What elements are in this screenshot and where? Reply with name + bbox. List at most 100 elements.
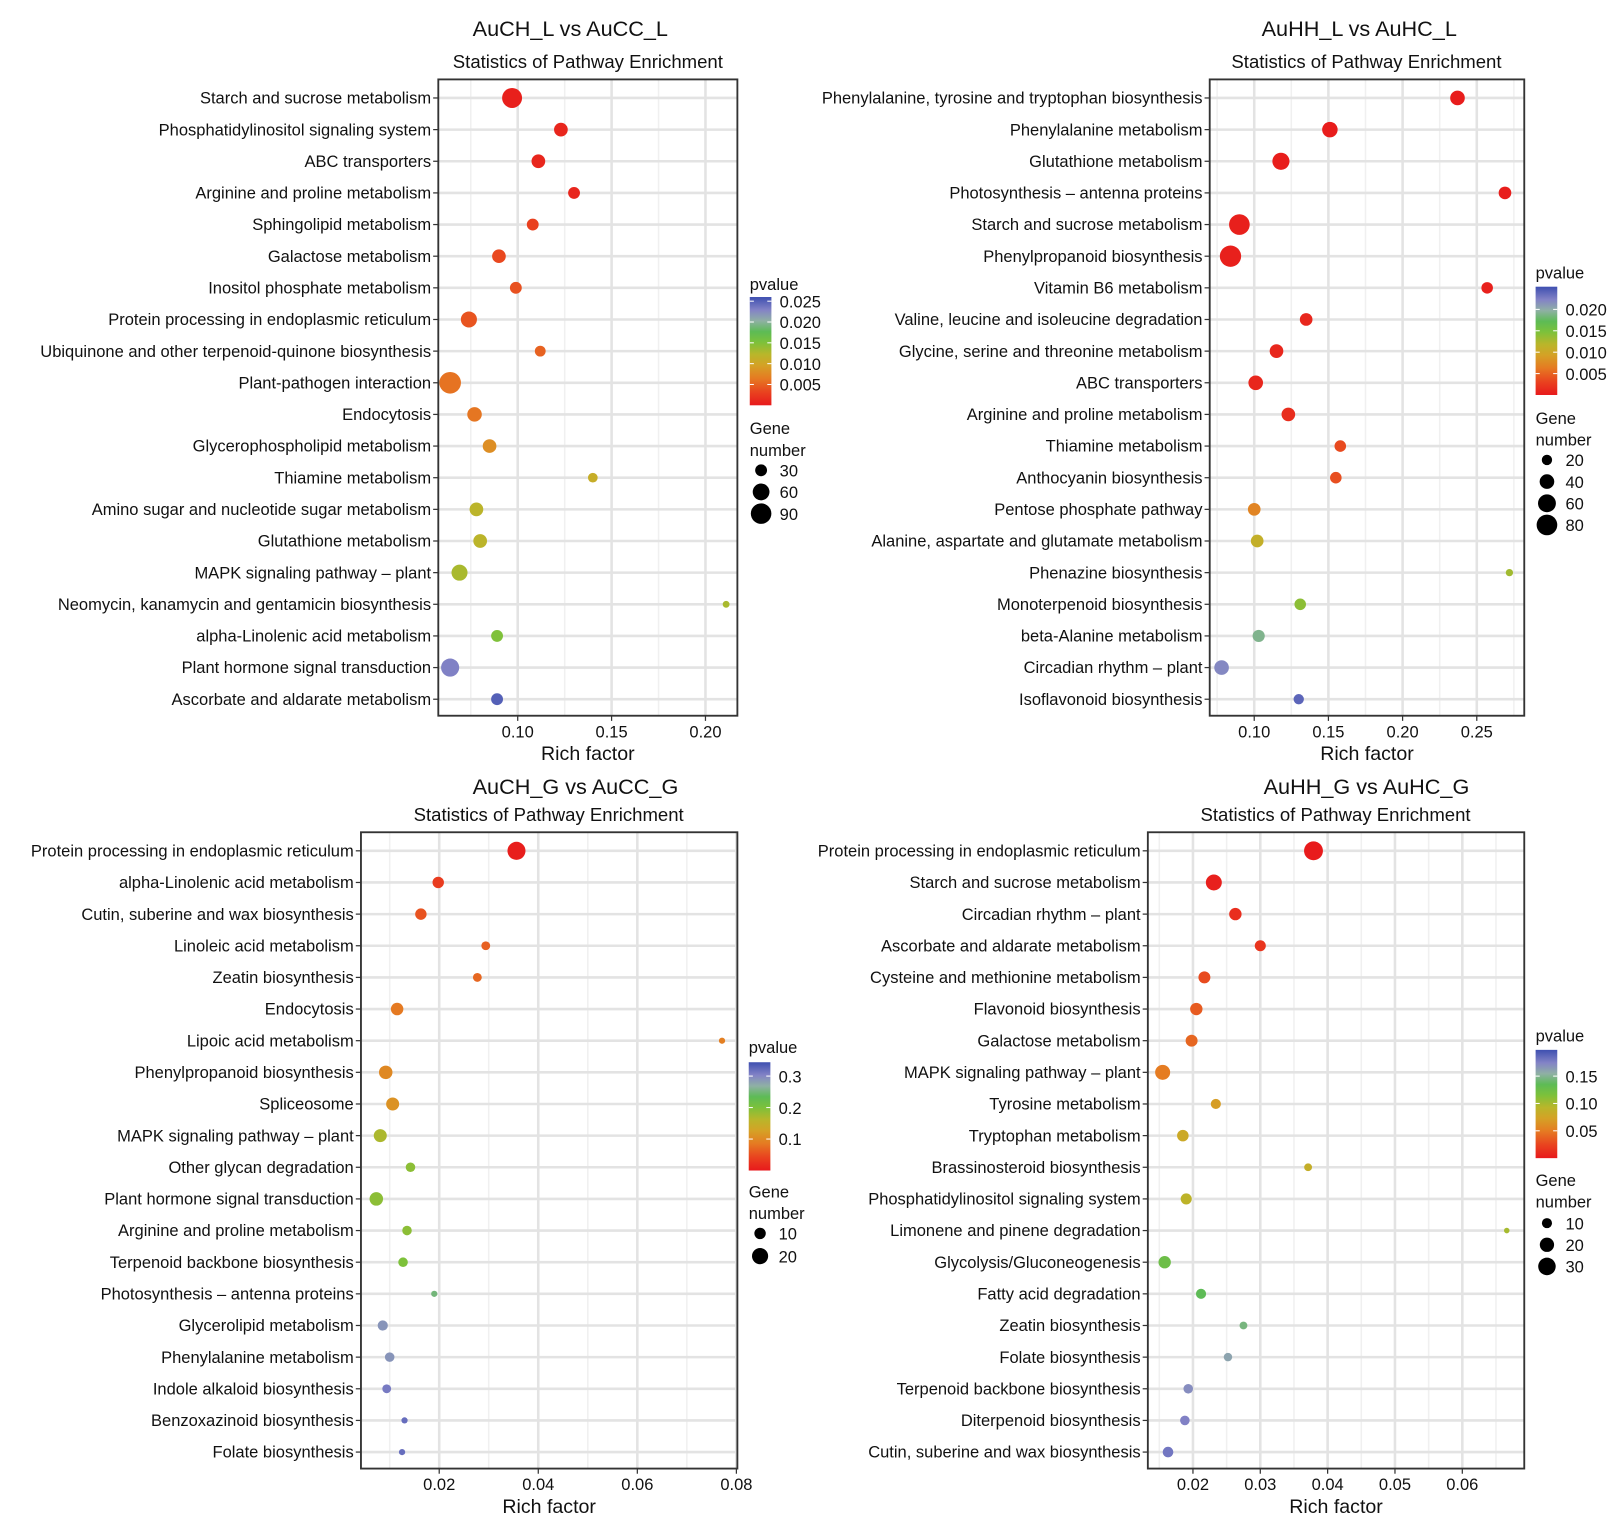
data-point	[1299, 313, 1313, 326]
pathway-label: Plant-pathogen interaction	[238, 374, 431, 392]
data-point	[1294, 598, 1306, 611]
pathway-label: Zeatin biosynthesis	[999, 1317, 1140, 1335]
pathway-label: MAPK signaling pathway – plant	[904, 1064, 1141, 1082]
pathway-label: MAPK signaling pathway – plant	[117, 1127, 354, 1145]
chart-title: AuCH_G vs AuCC_G	[473, 774, 679, 799]
pathway-label: Phenylpropanoid biosynthesis	[135, 1064, 354, 1082]
pathway-label: Tryptophan metabolism	[969, 1127, 1141, 1145]
plot-border	[1146, 831, 1526, 1470]
data-point	[431, 1290, 438, 1297]
pathway-label: Arginine and proline metabolism	[967, 406, 1203, 424]
chart-panel: AuCH_G vs AuCC_G Statistics of Pathway En…	[31, 774, 805, 1518]
pathway-label: Cutin, suberine and wax biosynthesis	[81, 906, 353, 924]
x-axis-label: Rich factor	[1320, 743, 1414, 765]
pathway-label: Anthocyanin biosynthesis	[1016, 469, 1202, 487]
size-legend-label: 30	[1566, 1259, 1584, 1277]
data-point	[1219, 245, 1242, 267]
pathway-label: Indole alkaloid biosynthesis	[153, 1380, 354, 1398]
data-point	[1450, 90, 1465, 106]
plot-background	[360, 832, 738, 1469]
pathway-label: ABC transporters	[1076, 374, 1203, 392]
plot-background	[1147, 832, 1525, 1469]
x-tick-label: 0.10	[502, 723, 534, 741]
size-legend-circle	[1536, 514, 1558, 536]
pathway-label: Glycerolipid metabolism	[179, 1317, 354, 1335]
size-legend-circle	[1538, 1257, 1556, 1276]
data-point	[1205, 874, 1222, 891]
data-point	[526, 218, 539, 231]
data-point	[415, 908, 427, 920]
pathway-label: Phenylalanine, tyrosine and tryptophan b…	[822, 90, 1203, 108]
pathway-label: Arginine and proline metabolism	[118, 1222, 354, 1240]
data-point	[377, 1320, 388, 1331]
chart-subtitle: Statistics of Pathway Enrichment	[453, 51, 724, 72]
data-point	[554, 122, 568, 137]
data-point	[1481, 282, 1493, 294]
pathway-label: Protein processing in endoplasmic reticu…	[818, 842, 1141, 860]
pathway-label: Galactose metabolism	[268, 248, 431, 266]
data-point	[1498, 186, 1512, 200]
pathway-label: Sphingolipid metabolism	[252, 216, 431, 234]
pathway-label: Valine, leucine and isoleucine degradati…	[895, 311, 1203, 329]
data-point	[467, 407, 482, 422]
color-legend-label: 0.005	[780, 377, 821, 395]
color-legend-label: 0.10	[1566, 1096, 1598, 1114]
x-tick-label: 0.04	[522, 1476, 554, 1494]
pathway-label: Photosynthesis – antenna proteins	[101, 1286, 354, 1304]
pathway-label: Glutathione metabolism	[1029, 153, 1202, 171]
data-point	[1155, 1064, 1171, 1080]
data-point	[1210, 1098, 1221, 1110]
data-point	[384, 1352, 395, 1362]
data-point	[469, 502, 484, 517]
pathway-label: Alanine, aspartate and glutamate metabol…	[871, 533, 1202, 551]
pathway-label: Phenylpropanoid biosynthesis	[983, 248, 1202, 266]
chart-title: AuHH_G vs AuHC_G	[1264, 774, 1470, 799]
pathway-label: Pentose phosphate pathway	[994, 501, 1203, 519]
pathway-label: Ascorbate and aldarate metabolism	[881, 937, 1141, 955]
data-point	[491, 630, 503, 642]
data-point	[405, 1162, 416, 1173]
plot-border	[360, 831, 739, 1470]
size-legend-circle	[1541, 1218, 1553, 1229]
data-point	[1223, 1352, 1233, 1362]
data-point	[1505, 568, 1514, 577]
pathway-label: Galactose metabolism	[977, 1032, 1140, 1050]
pathway-label: Arginine and proline metabolism	[195, 185, 431, 203]
data-point	[718, 1037, 726, 1044]
x-axis-label: Rich factor	[1289, 1496, 1383, 1518]
chart-subtitle: Statistics of Pathway Enrichment	[414, 804, 685, 825]
data-point	[1334, 440, 1347, 452]
data-point	[1198, 971, 1211, 984]
color-legend-label: 0.010	[780, 356, 821, 374]
pathway-label: Terpenoid backbone biosynthesis	[897, 1380, 1141, 1398]
data-point	[1281, 407, 1296, 422]
data-point	[401, 1417, 408, 1424]
data-point	[1247, 503, 1261, 516]
pathway-label: Tyrosine metabolism	[989, 1096, 1140, 1114]
pathway-label: Inositol phosphate metabolism	[208, 280, 431, 298]
pathway-label: ABC transporters	[305, 153, 432, 171]
color-legend-label: 0.3	[779, 1068, 802, 1086]
data-point	[386, 1097, 400, 1111]
chart-panel: AuHH_G vs AuHC_G Statistics of Pathway En…	[818, 774, 1598, 1518]
pathway-label: Protein processing in endoplasmic reticu…	[31, 842, 354, 860]
data-point	[441, 658, 460, 677]
data-point	[439, 371, 461, 394]
chart-title: AuHH_L vs AuHC_L	[1262, 16, 1457, 41]
color-legend-label: 0.1	[779, 1131, 802, 1149]
pathway-label: Benzoxazinoid biosynthesis	[151, 1412, 354, 1430]
data-point	[502, 87, 523, 108]
x-tick-label: 0.15	[596, 723, 628, 741]
data-point	[369, 1192, 384, 1206]
data-point	[398, 1257, 408, 1267]
x-tick-label: 0.20	[689, 723, 721, 741]
data-point	[1177, 1129, 1189, 1142]
data-point	[1272, 152, 1290, 170]
data-point	[1162, 1446, 1174, 1458]
x-tick-label: 0.05	[1379, 1476, 1411, 1494]
size-legend-label: 60	[780, 484, 798, 502]
data-point	[390, 1002, 404, 1016]
color-legend-title: pvalue	[749, 1039, 798, 1057]
x-axis-label: Rich factor	[502, 1496, 596, 1518]
size-legend-title: Gene	[750, 420, 790, 438]
